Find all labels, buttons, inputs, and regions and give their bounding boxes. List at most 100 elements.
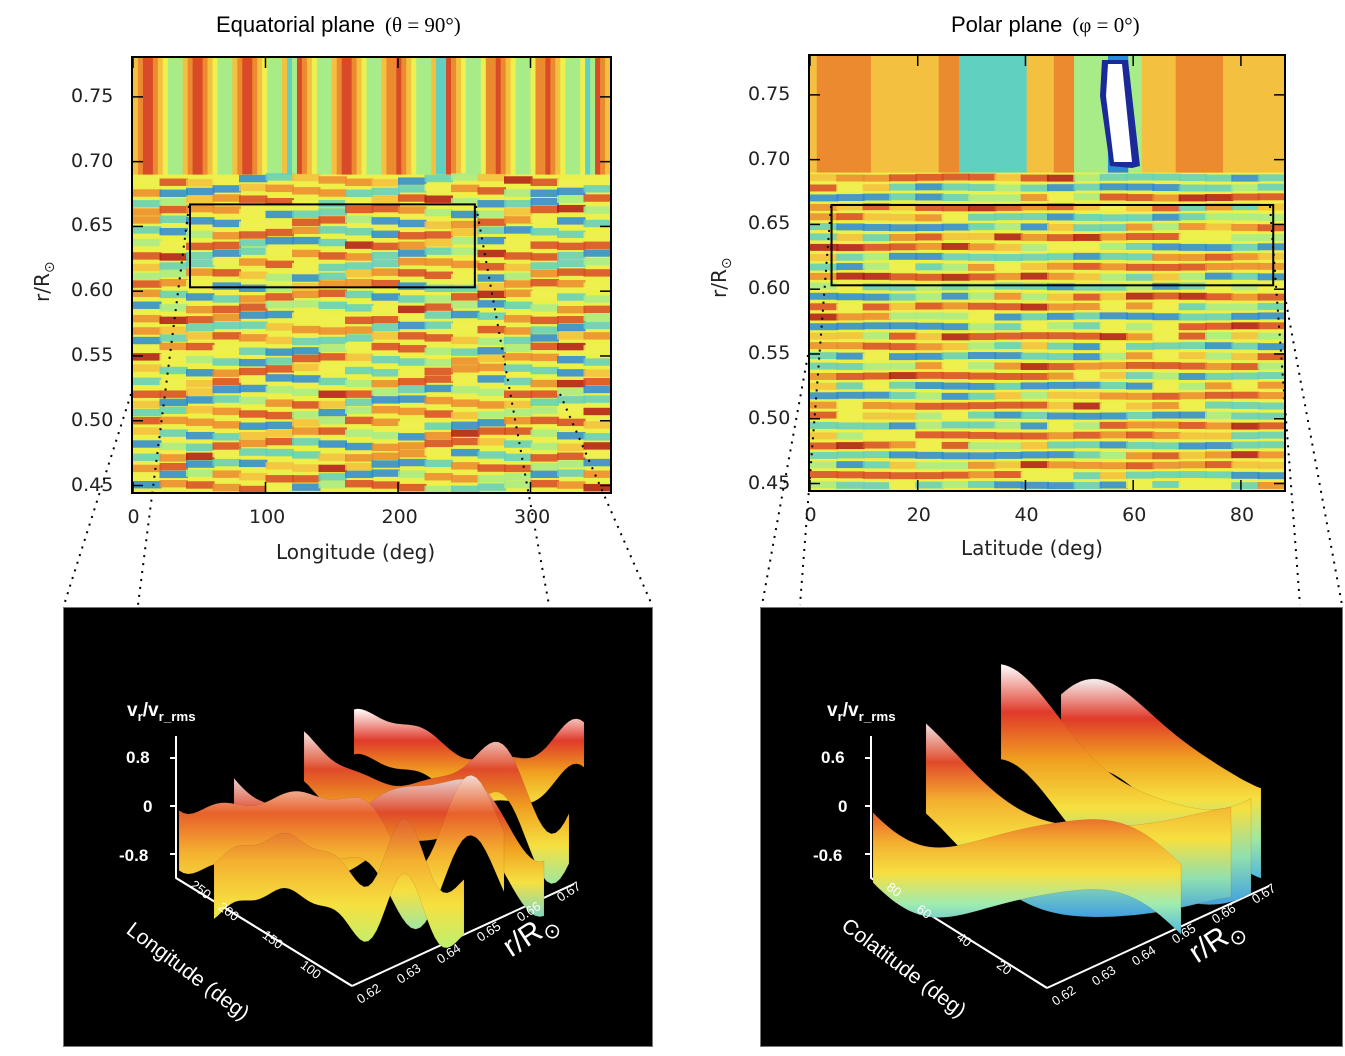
radiative-band — [159, 205, 188, 214]
eq-zlabel-sub: r — [137, 708, 143, 724]
radiative-band — [1099, 183, 1128, 191]
convective-stripe — [1019, 56, 1028, 173]
radiative-band — [889, 273, 918, 281]
radiative-band — [583, 185, 610, 193]
radiative-band — [504, 336, 533, 345]
radiative-band — [292, 464, 321, 472]
radiative-band — [292, 451, 321, 459]
radiative-band — [557, 369, 586, 377]
radiative-band — [424, 439, 453, 448]
radiative-band — [810, 401, 839, 409]
equatorial-surface-panel: vr/vr_rms 0.8 0 -0.8 Longitude (deg) r/R… — [63, 607, 653, 1047]
radiative-band — [889, 441, 918, 449]
radiative-band — [451, 184, 480, 193]
convective-stripe — [401, 58, 408, 175]
y-tick-label: 0.45 — [71, 473, 114, 496]
x-axis-line — [1046, 885, 1270, 989]
radiative-band — [1205, 233, 1234, 241]
radiative-band — [398, 313, 427, 322]
radiative-band — [133, 280, 162, 288]
radiative-band — [1099, 451, 1128, 459]
radiative-band — [186, 396, 215, 404]
radiative-band — [398, 305, 427, 314]
radiative-band — [371, 332, 400, 340]
radiative-band — [530, 334, 559, 342]
radiative-band — [186, 355, 215, 364]
convective-stripe — [157, 58, 164, 175]
convective-stripe — [346, 58, 353, 175]
radiative-band — [1126, 253, 1155, 261]
radiative-band — [292, 325, 321, 334]
radiative-band — [345, 406, 374, 414]
radiative-band — [292, 375, 321, 383]
radiative-band — [557, 469, 586, 477]
radiative-band — [889, 322, 918, 330]
radiative-band — [941, 302, 970, 310]
convective-stripe — [267, 58, 274, 175]
convective-stripe — [555, 58, 562, 175]
radiative-band — [451, 462, 480, 470]
equatorial-ylabel: r/R⊙ — [30, 261, 58, 302]
radiative-band — [1178, 263, 1207, 271]
radiative-band — [371, 179, 400, 187]
radiative-band — [557, 279, 586, 288]
radiative-band — [265, 462, 294, 470]
radiative-band — [477, 438, 506, 446]
radiative-band — [810, 392, 839, 400]
radiative-band — [1073, 183, 1102, 191]
radiative-band — [133, 189, 162, 197]
radiative-band — [451, 336, 480, 345]
radiative-band — [557, 195, 586, 203]
radiative-band — [889, 293, 918, 301]
radiative-band — [133, 314, 162, 323]
radiative-band — [1126, 283, 1155, 291]
surface-ridge — [872, 811, 1182, 935]
radiative-band — [968, 243, 997, 251]
eq-ztick-top: 0.8 — [126, 748, 150, 767]
convective-stripe — [391, 58, 398, 175]
radiative-band — [504, 200, 533, 208]
radiative-band — [557, 251, 586, 260]
radiative-band — [915, 402, 944, 410]
radiative-band — [1047, 412, 1076, 420]
radiative-band — [583, 458, 610, 467]
radiative-band — [133, 176, 162, 184]
radiative-band — [557, 242, 586, 251]
radiative-band — [1020, 194, 1049, 201]
radiative-band — [583, 385, 610, 394]
radiative-band — [889, 472, 918, 480]
radiative-band — [1205, 293, 1234, 301]
radiative-band — [994, 421, 1023, 429]
radiative-band — [530, 316, 559, 325]
radiative-band — [915, 224, 944, 232]
radiative-band — [968, 442, 997, 450]
radiative-band — [530, 379, 559, 388]
radiative-band — [1205, 451, 1234, 459]
radiative-band — [239, 258, 268, 266]
radiative-band — [371, 279, 400, 288]
radiative-band — [836, 322, 865, 330]
radiative-band — [477, 200, 506, 208]
radiative-band — [968, 431, 997, 439]
radiative-band — [451, 421, 480, 429]
eq-zlabel-sub2: r_rms — [158, 708, 196, 724]
radiative-band — [862, 213, 891, 221]
convective-stripe — [580, 58, 587, 175]
radiative-band — [345, 316, 374, 325]
convective-stripe — [605, 58, 610, 175]
convective-stripe — [877, 56, 886, 173]
radiative-band — [159, 462, 188, 471]
radiative-band — [424, 321, 453, 329]
radiative-band — [968, 233, 997, 240]
radiative-band — [1178, 184, 1207, 192]
radiative-band — [1020, 352, 1049, 360]
right-title-text: Polar plane — [951, 12, 1063, 37]
convective-stripe — [232, 58, 239, 175]
radiative-band — [583, 241, 610, 249]
radiative-band — [212, 345, 241, 353]
radiative-band — [159, 215, 188, 223]
radiative-band — [994, 223, 1023, 231]
radiative-band — [889, 402, 918, 410]
radiative-band — [292, 187, 321, 195]
radiative-band — [941, 382, 970, 390]
